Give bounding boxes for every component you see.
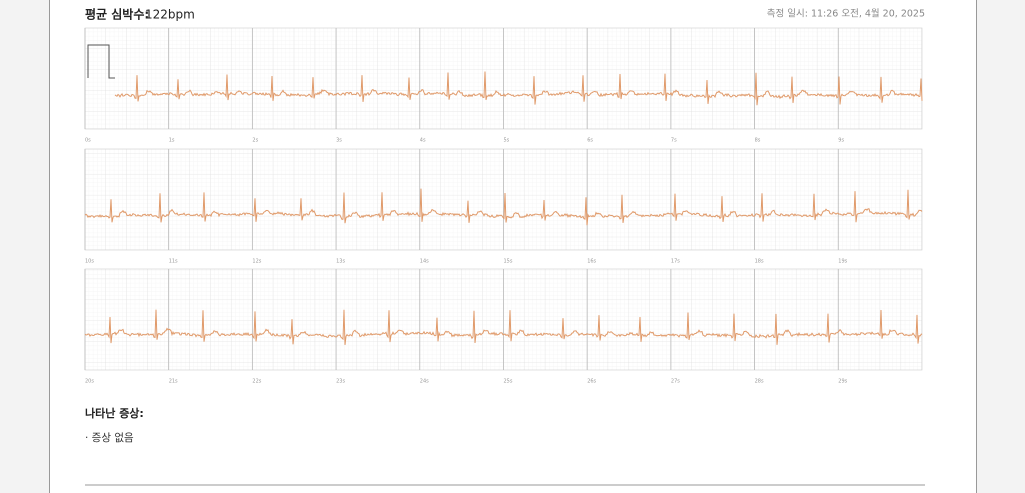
time-label: 1s [169, 138, 175, 144]
time-label: 7s [671, 138, 677, 144]
time-label: 20s [85, 379, 94, 385]
time-label: 0s [85, 138, 91, 144]
ecg-trace [114, 71, 923, 106]
heart-rate-label: 평균 심박수: [85, 7, 149, 22]
symptoms-title: 나타난 증상: [85, 406, 144, 420]
time-label: 19s [838, 259, 847, 265]
symptom-item: · 증상 없음 [85, 431, 134, 444]
time-label: 26s [587, 379, 596, 385]
ecg-trace [84, 188, 923, 226]
time-label: 24s [420, 379, 429, 385]
time-label: 18s [755, 259, 764, 265]
timestamp: 측정 일시: 11:26 오전, 4월 20, 2025 [767, 8, 925, 20]
time-label: 28s [755, 379, 764, 385]
time-label: 23s [336, 379, 345, 385]
time-label: 4s [420, 138, 426, 144]
time-label: 29s [838, 379, 847, 385]
time-label: 10s [85, 259, 94, 265]
time-label: 21s [169, 379, 178, 385]
time-label: 12s [252, 259, 261, 265]
calibration-pulse [87, 44, 115, 79]
heart-rate-value: 122bpm [145, 8, 195, 22]
time-label: 2s [252, 138, 258, 144]
ecg-trace [84, 309, 923, 345]
time-label: 25s [504, 379, 513, 385]
time-label: 22s [252, 379, 261, 385]
time-label: 17s [671, 259, 680, 265]
time-label: 8s [755, 138, 761, 144]
time-label: 27s [671, 379, 680, 385]
time-label: 5s [504, 138, 510, 144]
time-label: 14s [420, 259, 429, 265]
time-label: 11s [169, 259, 178, 265]
time-label: 3s [336, 138, 342, 144]
time-label: 16s [587, 259, 596, 265]
time-label: 15s [504, 259, 513, 265]
time-label: 9s [838, 138, 844, 144]
time-label: 6s [587, 138, 593, 144]
time-label: 13s [336, 259, 345, 265]
